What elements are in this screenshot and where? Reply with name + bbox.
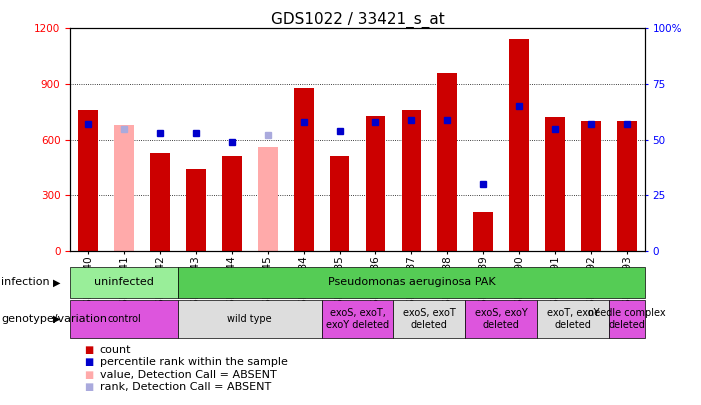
Text: exoT, exoY
deleted: exoT, exoY deleted — [547, 308, 599, 330]
Bar — [114, 125, 134, 251]
Bar — [465, 300, 537, 338]
Text: ▶: ▶ — [53, 277, 60, 288]
Bar — [70, 300, 178, 338]
Text: needle complex
deleted: needle complex deleted — [588, 308, 666, 330]
Bar — [545, 117, 565, 251]
Text: uninfected: uninfected — [94, 277, 154, 288]
Bar — [79, 110, 98, 251]
Bar — [581, 121, 601, 251]
Text: infection: infection — [1, 277, 50, 288]
Bar — [537, 300, 609, 338]
Bar — [178, 267, 645, 298]
Text: ■: ■ — [84, 382, 93, 392]
Text: ▶: ▶ — [53, 314, 60, 324]
Text: wild type: wild type — [227, 314, 272, 324]
Bar — [329, 156, 349, 251]
Bar — [70, 267, 178, 298]
Text: control: control — [107, 314, 141, 324]
Text: count: count — [100, 345, 131, 355]
Bar — [322, 300, 393, 338]
Title: GDS1022 / 33421_s_at: GDS1022 / 33421_s_at — [271, 12, 444, 28]
Bar — [473, 212, 493, 251]
Text: Pseudomonas aeruginosa PAK: Pseudomonas aeruginosa PAK — [327, 277, 495, 288]
Bar — [178, 300, 322, 338]
Bar — [402, 110, 421, 251]
Text: ■: ■ — [84, 358, 93, 367]
Bar — [258, 147, 278, 251]
Text: value, Detection Call = ABSENT: value, Detection Call = ABSENT — [100, 370, 276, 379]
Bar — [222, 156, 242, 251]
Text: exoS, exoT
deleted: exoS, exoT deleted — [403, 308, 456, 330]
Bar — [609, 300, 645, 338]
Bar — [393, 300, 465, 338]
Bar — [510, 39, 529, 251]
Text: exoS, exoT,
exoY deleted: exoS, exoT, exoY deleted — [326, 308, 389, 330]
Bar — [437, 73, 457, 251]
Text: rank, Detection Call = ABSENT: rank, Detection Call = ABSENT — [100, 382, 271, 392]
Text: ■: ■ — [84, 345, 93, 355]
Bar — [366, 115, 386, 251]
Bar — [186, 169, 205, 251]
Bar — [150, 153, 170, 251]
Text: ■: ■ — [84, 370, 93, 379]
Text: genotype/variation: genotype/variation — [1, 314, 107, 324]
Bar — [617, 121, 637, 251]
Text: percentile rank within the sample: percentile rank within the sample — [100, 358, 287, 367]
Text: exoS, exoY
deleted: exoS, exoY deleted — [475, 308, 528, 330]
Bar — [294, 88, 313, 251]
